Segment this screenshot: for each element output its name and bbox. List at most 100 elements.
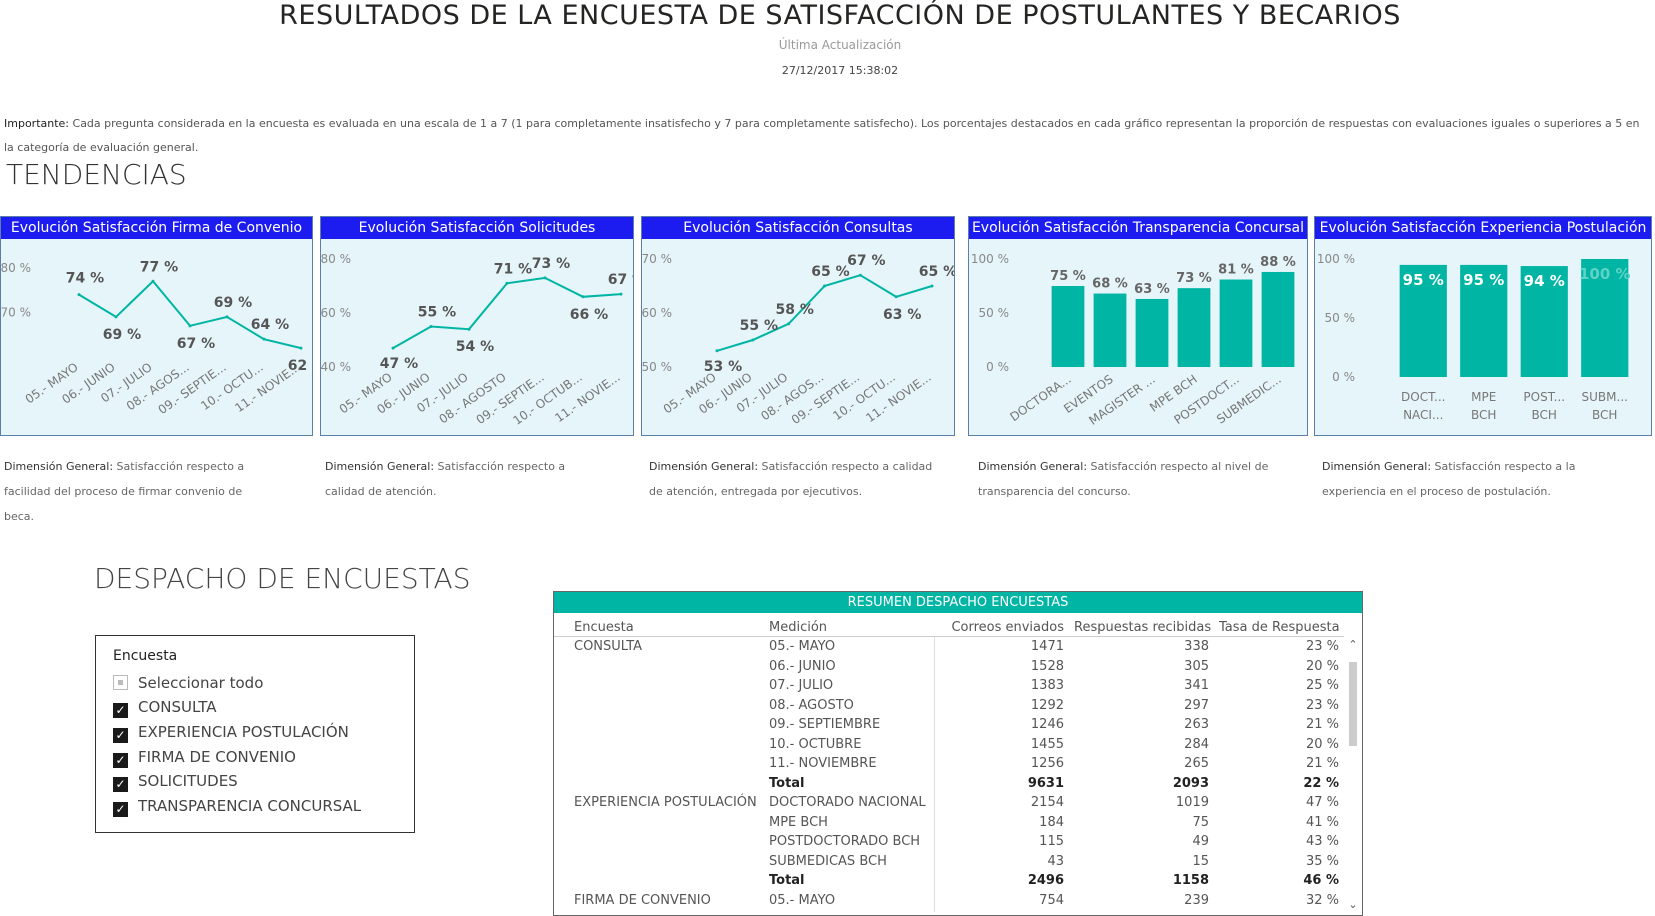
checkbox-checked-icon[interactable]: ✓ [113,703,128,718]
slicer-item-label: TRANSPARENCIA CONCURSAL [138,797,362,815]
data-point[interactable] [299,346,303,350]
x-tick-label-line: MPE [1471,390,1496,404]
y-tick-label: 40 % [321,360,351,374]
x-tick-label: 11.- NOVIE... [232,360,302,415]
col-header-tasa[interactable]: Tasa de Respuesta [1219,620,1340,635]
chart-card-experiencia[interactable]: Evolución Satisfacción Experiencia Postu… [1314,216,1652,436]
scroll-down-icon[interactable]: ⌄ [1348,898,1358,911]
slicer-item-transparencia[interactable]: ✓ TRANSPARENCIA CONCURSAL [113,795,361,817]
chart-svg: 100 % 50 % 0 % 95 % DOCT... NACI... 95 % MPE BCH… [1317,252,1631,422]
data-point[interactable] [930,284,934,288]
cell-respuestas: 305 [1184,658,1209,674]
slicer-item-consulta[interactable]: ✓ CONSULTA [113,696,217,718]
cell-medicion: Total [769,873,805,888]
data-point[interactable] [823,284,826,288]
slicer-item-solicitudes[interactable]: ✓ SOLICITUDES [113,770,238,792]
y-tick-label: 80 % [321,252,351,266]
y-tick-label: 60 % [642,306,672,320]
data-point[interactable] [77,293,81,297]
x-tick-label: MPE BCH [1471,390,1496,422]
y-tick-label: 100 % [1317,252,1355,266]
slicer-item-firma[interactable]: ✓ FIRMA DE CONVENIO [113,746,296,768]
column-divider [934,637,935,912]
bar[interactable] [1460,264,1508,377]
y-tick-label: 80 % [1,261,31,275]
data-point[interactable] [505,281,509,285]
cell-correos: 1455 [1030,736,1064,752]
data-point[interactable] [151,279,155,283]
bar[interactable] [1520,266,1568,377]
x-tick-label-line: DOCT... [1401,390,1445,404]
checkbox-checked-icon[interactable]: ✓ [113,777,128,792]
chart-card-firma-convenio[interactable]: Evolución Satisfacción Firma de Convenio… [0,216,313,436]
data-point[interactable] [262,337,266,341]
chart-card-consultas[interactable]: Evolución Satisfacción Consultas 70 % 60 … [641,216,955,436]
col-header-respuestas[interactable]: Respuestas recibidas [1074,620,1212,635]
data-label: 71 % [494,261,532,277]
data-label: 65 % [919,264,954,280]
data-point[interactable] [751,338,755,342]
data-point[interactable] [787,322,791,326]
chart-description: Dimensión General: Satisfacción respecto… [978,454,1278,504]
data-point[interactable] [715,349,719,353]
checkbox-checked-icon[interactable]: ✓ [113,802,128,817]
data-point[interactable] [894,295,898,299]
cell-correos: 43 [1047,853,1064,869]
chart-card-transparencia[interactable]: Evolución Satisfacción Transparencia Con… [968,216,1308,436]
cell-respuestas: 49 [1192,834,1209,849]
chart-svg: 80 % 60 % 40 % 47 % 55 % 54 % 71 %73 % 66 % 67 %… [321,252,633,428]
bar[interactable] [1093,293,1127,367]
data-point[interactable] [429,325,433,328]
data-point[interactable] [581,295,585,299]
chart-title: Evolución Satisfacción Transparencia Con… [969,217,1307,239]
bar[interactable] [1051,286,1085,367]
bar[interactable] [1219,279,1253,367]
data-point[interactable] [114,315,118,319]
y-tick-label: 50 % [979,306,1010,320]
data-point[interactable] [543,276,547,280]
data-point[interactable] [391,346,395,350]
slicer-item-experiencia[interactable]: ✓ EXPERIENCIA POSTULACIÓN [113,721,349,743]
data-point[interactable] [225,315,229,319]
data-label: 47 % [380,356,418,372]
col-header-medicion[interactable]: Medición [769,620,828,635]
cell-tasa: 23 % [1305,697,1339,713]
bar[interactable] [1399,264,1447,377]
data-label: 68 % [1092,277,1128,292]
bar[interactable] [1581,259,1629,377]
bar[interactable] [1261,271,1295,367]
data-point[interactable] [467,327,471,331]
data-point[interactable] [188,324,192,328]
data-point[interactable] [619,292,623,296]
x-tick-label-line: BCH [1471,408,1496,422]
cell-tasa: 32 % [1305,892,1339,908]
bar[interactable] [1177,288,1211,367]
table-scrollbar[interactable]: ⌃ ⌄ [1346,636,1360,914]
cell-tasa: 22 % [1303,775,1339,791]
col-header-correos[interactable]: Correos enviados [951,620,1064,635]
cell-respuestas: 263 [1184,717,1209,732]
col-header-encuesta[interactable]: Encuesta [574,620,634,635]
checkbox-partial-icon[interactable] [113,675,128,690]
slicer-item-label: SOLICITUDES [138,772,238,790]
cell-medicion: MPE BCH [769,814,828,830]
chart-description: Dimensión General: Satisfacción respecto… [1322,454,1622,504]
bar[interactable] [1135,298,1169,367]
desc-label: Dimensión General: [978,460,1088,473]
scrollbar-thumb[interactable] [1349,662,1357,746]
data-point[interactable] [858,273,862,277]
scroll-up-icon[interactable]: ⌃ [1348,638,1358,651]
checkbox-checked-icon[interactable]: ✓ [113,728,128,743]
desc-text: Satisfacción respecto a facilidad del pr… [4,460,245,523]
data-label: 69 % [214,295,252,311]
cell-medicion: 08.- AGOSTO [769,697,854,713]
chart-description: Dimensión General: Satisfacción respecto… [325,454,605,504]
x-tick-label: POST... BCH [1523,390,1565,422]
slicer-item-select-all[interactable]: Seleccionar todo [113,672,263,694]
data-label: 55 % [740,318,778,334]
chart-card-solicitudes[interactable]: Evolución Satisfacción Solicitudes 80 % 6… [320,216,634,436]
cell-tasa: 21 % [1305,756,1339,771]
desc-label: Dimensión General: [1322,460,1432,473]
desc-label: Dimensión General: [649,460,759,473]
checkbox-checked-icon[interactable]: ✓ [113,753,128,768]
